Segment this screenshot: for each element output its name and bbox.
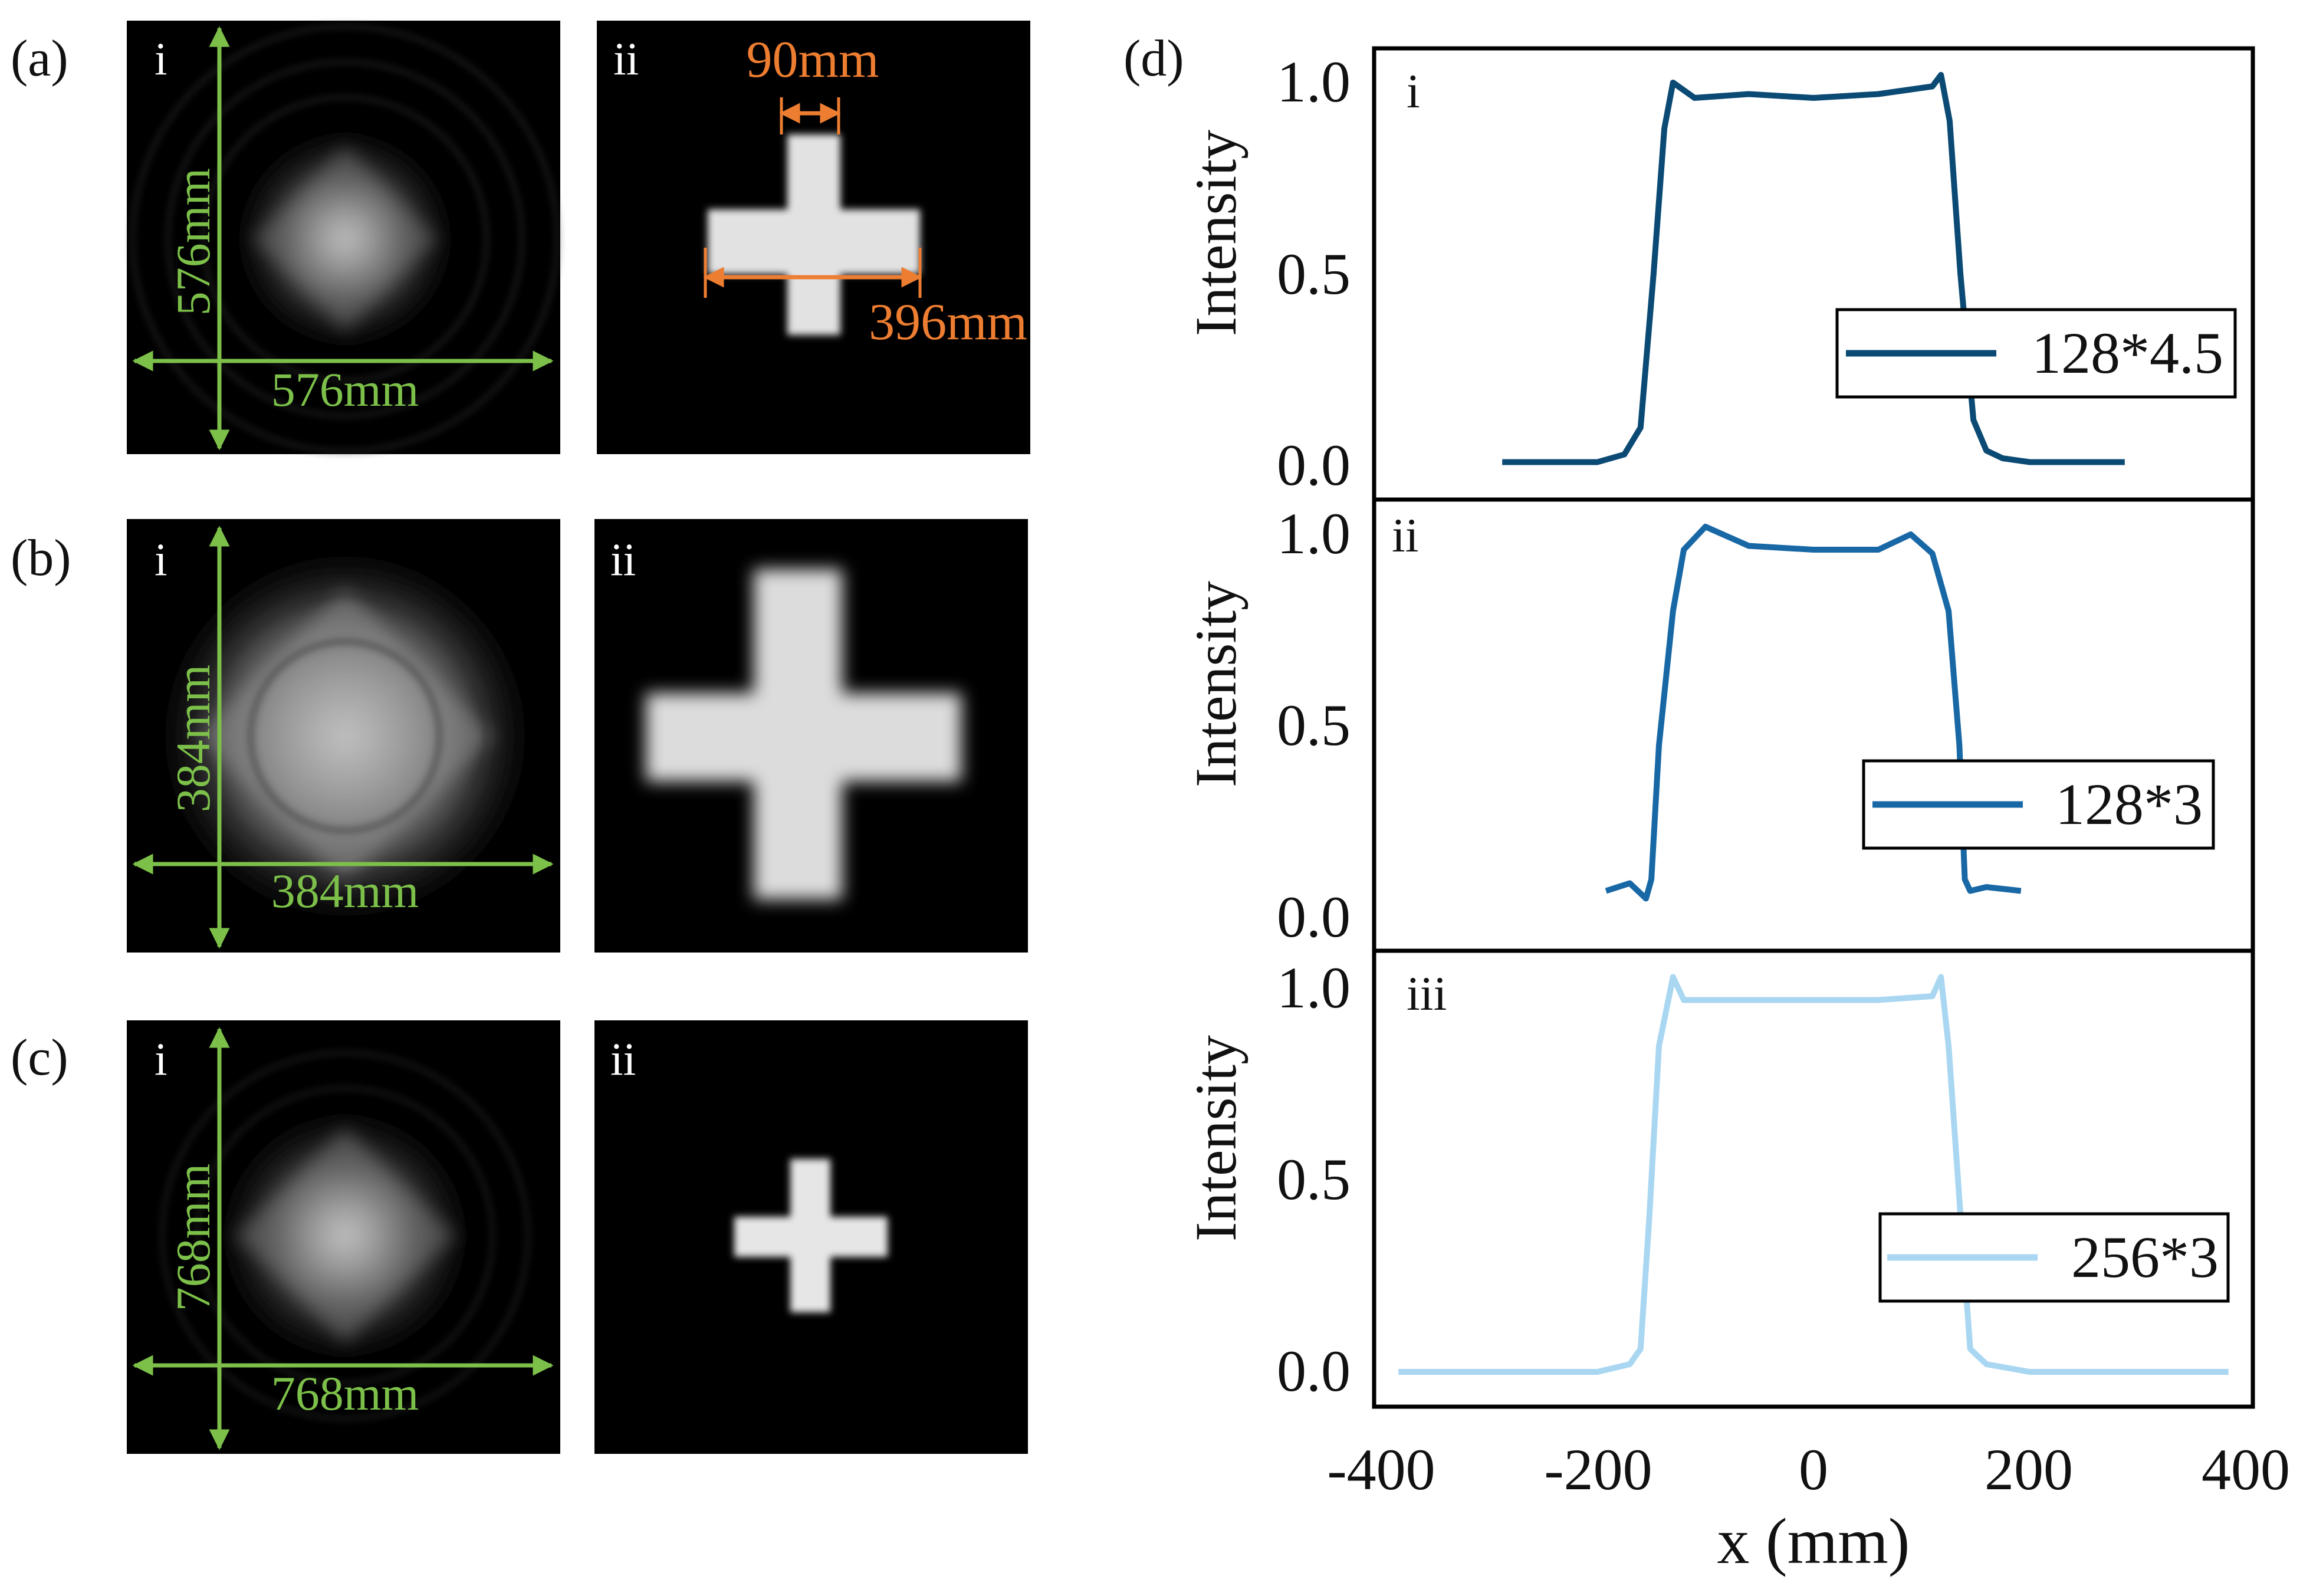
sub-label-ii: ii (610, 534, 636, 585)
image-c-i: 768mm 768mm i (127, 1020, 560, 1454)
subplot-label-i: i (1407, 64, 1420, 118)
legend-entry-iii: 256*3 (2071, 1224, 2219, 1290)
x-tick-5: 400 (2202, 1437, 2290, 1502)
legend-iii: 256*3 (1878, 1212, 2230, 1303)
span-label: 396mm (869, 294, 1027, 351)
y-tick-iii-1: 1.0 (1277, 955, 1351, 1020)
sub-label-ii: ii (613, 33, 639, 84)
diffraction-rings (201, 592, 489, 881)
y-axis-label-i: Intensity (1183, 130, 1249, 336)
x-tick-4: 200 (1985, 1437, 2073, 1502)
series-line-128x4.5 (1502, 72, 2125, 465)
sub-label-i: i (155, 534, 167, 585)
subplot-frame-i (1372, 46, 2255, 502)
dimension-label-horizontal: 768mm (271, 1367, 419, 1420)
y-tick-ii-2: 0.5 (1277, 692, 1351, 758)
series-line-256x3 (1398, 974, 2229, 1375)
sub-label-i: i (155, 1033, 167, 1085)
y-tick-i-2: 0.5 (1277, 241, 1351, 307)
y-tick-iii-3: 0.0 (1277, 1338, 1351, 1404)
cross-target (734, 1159, 888, 1312)
x-axis-label: x (mm) (1717, 1505, 1910, 1577)
panel-label-a: (a) (11, 30, 68, 87)
x-tick-2: -200 (1544, 1437, 1652, 1502)
legend-entry-i: 128*4.5 (2032, 320, 2223, 386)
y-tick-ii-1: 1.0 (1277, 501, 1351, 566)
dimension-label-vertical: 768mm (166, 1164, 220, 1312)
y-axis-label-iii: Intensity (1183, 1035, 1249, 1242)
y-axis-label-ii: Intensity (1183, 581, 1249, 787)
y-tick-i-3: 0.0 (1277, 432, 1351, 498)
x-tick-3: 0 (1799, 1437, 1828, 1502)
image-b-i: 384mm 384mm i (127, 519, 560, 953)
series-line-128x3 (1605, 524, 2022, 902)
image-c-ii: ii (594, 1020, 1028, 1454)
diffraction-rings (160, 1050, 530, 1421)
sub-label-ii: ii (610, 1033, 636, 1085)
dimension-label-horizontal: 576mm (271, 363, 419, 416)
dimension-label-vertical: 384mm (166, 665, 220, 813)
diffraction-rings (130, 24, 560, 454)
arm-width-label: 90mm (747, 31, 879, 88)
y-tick-iii-2: 0.5 (1277, 1147, 1351, 1212)
legend-i: 128*4.5 (1835, 308, 2237, 399)
intensity-profile-chart: i ii iii Intensity Intensity Intensity 1… (1183, 46, 2290, 1577)
panel-label-b: (b) (11, 530, 71, 587)
panel-label-c: (c) (11, 1029, 68, 1086)
cross-target (708, 134, 920, 335)
image-a-i: 576mm 576mm i (127, 21, 560, 454)
dimension-label-vertical: 576mm (166, 168, 220, 316)
y-tick-i-1: 1.0 (1277, 49, 1351, 114)
subplot-frame-iii (1372, 948, 2255, 1409)
subplot-label-ii: ii (1392, 508, 1419, 562)
dimension-label-horizontal: 384mm (271, 864, 419, 918)
sub-label-i: i (155, 33, 167, 84)
y-tick-ii-3: 0.0 (1277, 884, 1351, 950)
image-b-ii: ii (594, 519, 1028, 953)
subplot-label-iii: iii (1407, 967, 1447, 1020)
legend-ii: 128*3 (1862, 759, 2215, 850)
x-tick-1: -400 (1327, 1437, 1435, 1502)
cross-target (646, 569, 961, 899)
panel-label-d: (d) (1123, 30, 1184, 87)
image-a-ii: 90mm 396mm ii (597, 21, 1030, 454)
legend-entry-ii: 128*3 (2055, 771, 2203, 837)
subplot-frame-ii (1372, 497, 2255, 953)
